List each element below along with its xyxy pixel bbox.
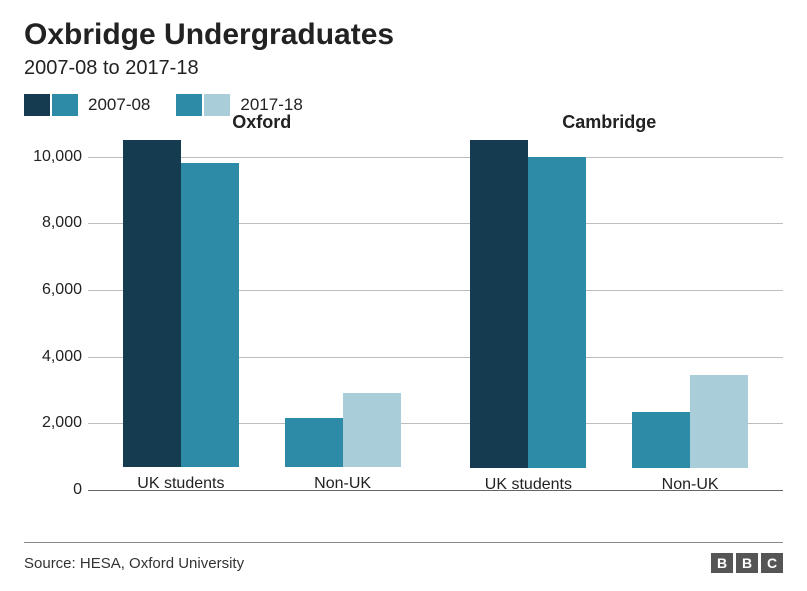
x-axis-label: Non-UK bbox=[609, 476, 771, 494]
x-axis-label: UK students bbox=[100, 475, 262, 493]
panel-plot bbox=[88, 140, 436, 467]
chart-title: Oxbridge Undergraduates bbox=[24, 18, 783, 51]
bar bbox=[181, 163, 239, 466]
bar bbox=[528, 157, 586, 469]
bar bbox=[343, 393, 401, 466]
y-axis-tick-label: 2,000 bbox=[42, 414, 82, 432]
chart-plot-area: 02,0004,0006,0008,00010,000 OxfordUK stu… bbox=[24, 140, 783, 490]
chart-panel: OxfordUK studentsNon-UK bbox=[88, 140, 436, 490]
plot-wrap: OxfordUK studentsNon-UKCambridgeUK stude… bbox=[88, 140, 783, 490]
brand-logo: BBC bbox=[711, 553, 783, 573]
y-axis-tick-label: 6,000 bbox=[42, 281, 82, 299]
x-axis-labels: UK studentsNon-UK bbox=[436, 468, 784, 494]
bar-group bbox=[123, 140, 239, 467]
panel-title: Cambridge bbox=[436, 112, 784, 133]
panel-plot bbox=[436, 140, 784, 468]
chart-footer: Source: HESA, Oxford University BBC bbox=[24, 542, 783, 573]
x-axis-label: Non-UK bbox=[262, 475, 424, 493]
y-axis-tick-label: 4,000 bbox=[42, 348, 82, 366]
bar bbox=[690, 375, 748, 468]
bar-group bbox=[470, 140, 586, 468]
bar bbox=[470, 140, 528, 468]
y-axis-tick-label: 8,000 bbox=[42, 214, 82, 232]
brand-letter: C bbox=[761, 553, 783, 573]
legend-swatch bbox=[24, 94, 50, 116]
brand-letter: B bbox=[736, 553, 758, 573]
x-axis-label: UK students bbox=[448, 476, 610, 494]
bar-group bbox=[285, 393, 401, 466]
chart-container: Oxbridge Undergraduates 2007-08 to 2017-… bbox=[0, 0, 807, 591]
y-axis-tick-label: 0 bbox=[73, 481, 82, 499]
panel-title: Oxford bbox=[88, 112, 436, 133]
brand-letter: B bbox=[711, 553, 733, 573]
chart-subtitle: 2007-08 to 2017-18 bbox=[24, 57, 783, 80]
y-axis-tick-label: 10,000 bbox=[33, 148, 82, 166]
bar bbox=[285, 418, 343, 466]
y-axis: 02,0004,0006,0008,00010,000 bbox=[24, 140, 88, 490]
bar bbox=[123, 140, 181, 467]
source-text: Source: HESA, Oxford University bbox=[24, 555, 244, 572]
legend-swatch bbox=[52, 94, 78, 116]
x-axis-labels: UK studentsNon-UK bbox=[88, 467, 436, 493]
bar bbox=[632, 412, 690, 469]
bar-group bbox=[632, 375, 748, 468]
chart-panel: CambridgeUK studentsNon-UK bbox=[436, 140, 784, 490]
